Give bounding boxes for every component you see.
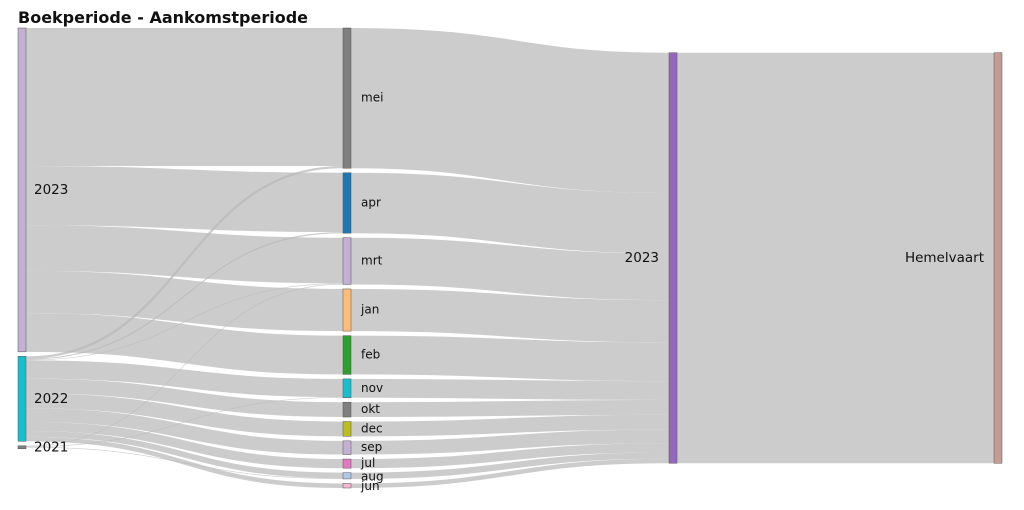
node-jun bbox=[342, 483, 352, 489]
label-apr: apr bbox=[361, 195, 381, 209]
node-jul bbox=[342, 458, 352, 469]
link-mei-a2023 bbox=[350, 28, 670, 194]
label-nov: nov bbox=[361, 381, 383, 395]
node-b2023 bbox=[17, 27, 27, 353]
node-sep bbox=[342, 440, 352, 455]
label-jul: jul bbox=[360, 456, 375, 470]
node-b2022 bbox=[17, 356, 27, 442]
link-jun-a2023 bbox=[350, 458, 670, 488]
link-nov-a2023 bbox=[350, 378, 670, 400]
link-sep-a2023 bbox=[350, 429, 670, 455]
label-jan: jan bbox=[360, 303, 379, 317]
node-a2023 bbox=[668, 52, 678, 464]
node-dec bbox=[342, 421, 352, 437]
node-apr bbox=[342, 172, 352, 234]
link-b2023-jan bbox=[25, 270, 344, 332]
link-aug-a2023 bbox=[350, 452, 670, 479]
label-sep: sep bbox=[361, 440, 382, 454]
label-a2023: 2023 bbox=[625, 250, 659, 266]
label-okt: okt bbox=[361, 402, 380, 416]
link-b2021-nov bbox=[25, 397, 344, 447]
link-feb-a2023 bbox=[350, 335, 670, 382]
link-b2022-dec bbox=[25, 393, 344, 437]
link-apr-a2023 bbox=[350, 172, 670, 254]
label-feb: feb bbox=[361, 348, 380, 362]
node-okt bbox=[342, 401, 352, 418]
node-jan bbox=[342, 288, 352, 332]
link-b2022-mrt bbox=[25, 283, 344, 361]
link-b2021-mrt bbox=[25, 283, 344, 447]
link-b2022-jul bbox=[25, 421, 344, 469]
label-mei: mei bbox=[361, 91, 383, 105]
label-aug: aug bbox=[361, 469, 384, 483]
link-b2022-apr bbox=[25, 232, 344, 360]
label-b2023: 2023 bbox=[34, 182, 68, 198]
label-hemelvaart: Hemelvaart bbox=[905, 250, 984, 266]
label-b2021: 2021 bbox=[34, 439, 68, 455]
link-okt-a2023 bbox=[350, 399, 670, 418]
label-b2022: 2022 bbox=[34, 391, 68, 407]
node-nov bbox=[342, 378, 352, 398]
nodes: 2023 2022 2021 mei apr mrt jan feb nov okt dec sep j… bbox=[17, 27, 1003, 493]
label-mrt: mrt bbox=[361, 254, 383, 268]
link-b2022-okt bbox=[25, 378, 344, 418]
link-b2022-jun bbox=[25, 436, 344, 488]
node-hemelvaart bbox=[993, 52, 1003, 464]
link-b2022-mei bbox=[25, 165, 344, 359]
link-dec-a2023 bbox=[350, 414, 670, 437]
node-b2021 bbox=[17, 445, 27, 450]
link-mrt-a2023 bbox=[350, 237, 670, 301]
node-aug bbox=[342, 472, 352, 480]
label-jun: jun bbox=[360, 479, 380, 493]
link-b2023-apr bbox=[25, 165, 344, 233]
node-mei bbox=[342, 27, 352, 169]
node-feb bbox=[342, 335, 352, 375]
link-jan-a2023 bbox=[350, 288, 670, 343]
link-b2023-mrt bbox=[25, 225, 344, 284]
chart-title: Boekperiode - Aankomstperiode bbox=[18, 8, 309, 27]
link-b2022-nov bbox=[25, 360, 344, 398]
link-b2022-sep bbox=[25, 408, 344, 455]
link-b2022-aug bbox=[25, 431, 344, 479]
link-b2023-feb bbox=[25, 313, 344, 375]
links bbox=[25, 27, 994, 488]
link-jul-a2023 bbox=[350, 443, 670, 469]
node-mrt bbox=[342, 237, 352, 285]
link-b2021-aug bbox=[25, 446, 344, 479]
label-dec: dec bbox=[361, 421, 383, 435]
